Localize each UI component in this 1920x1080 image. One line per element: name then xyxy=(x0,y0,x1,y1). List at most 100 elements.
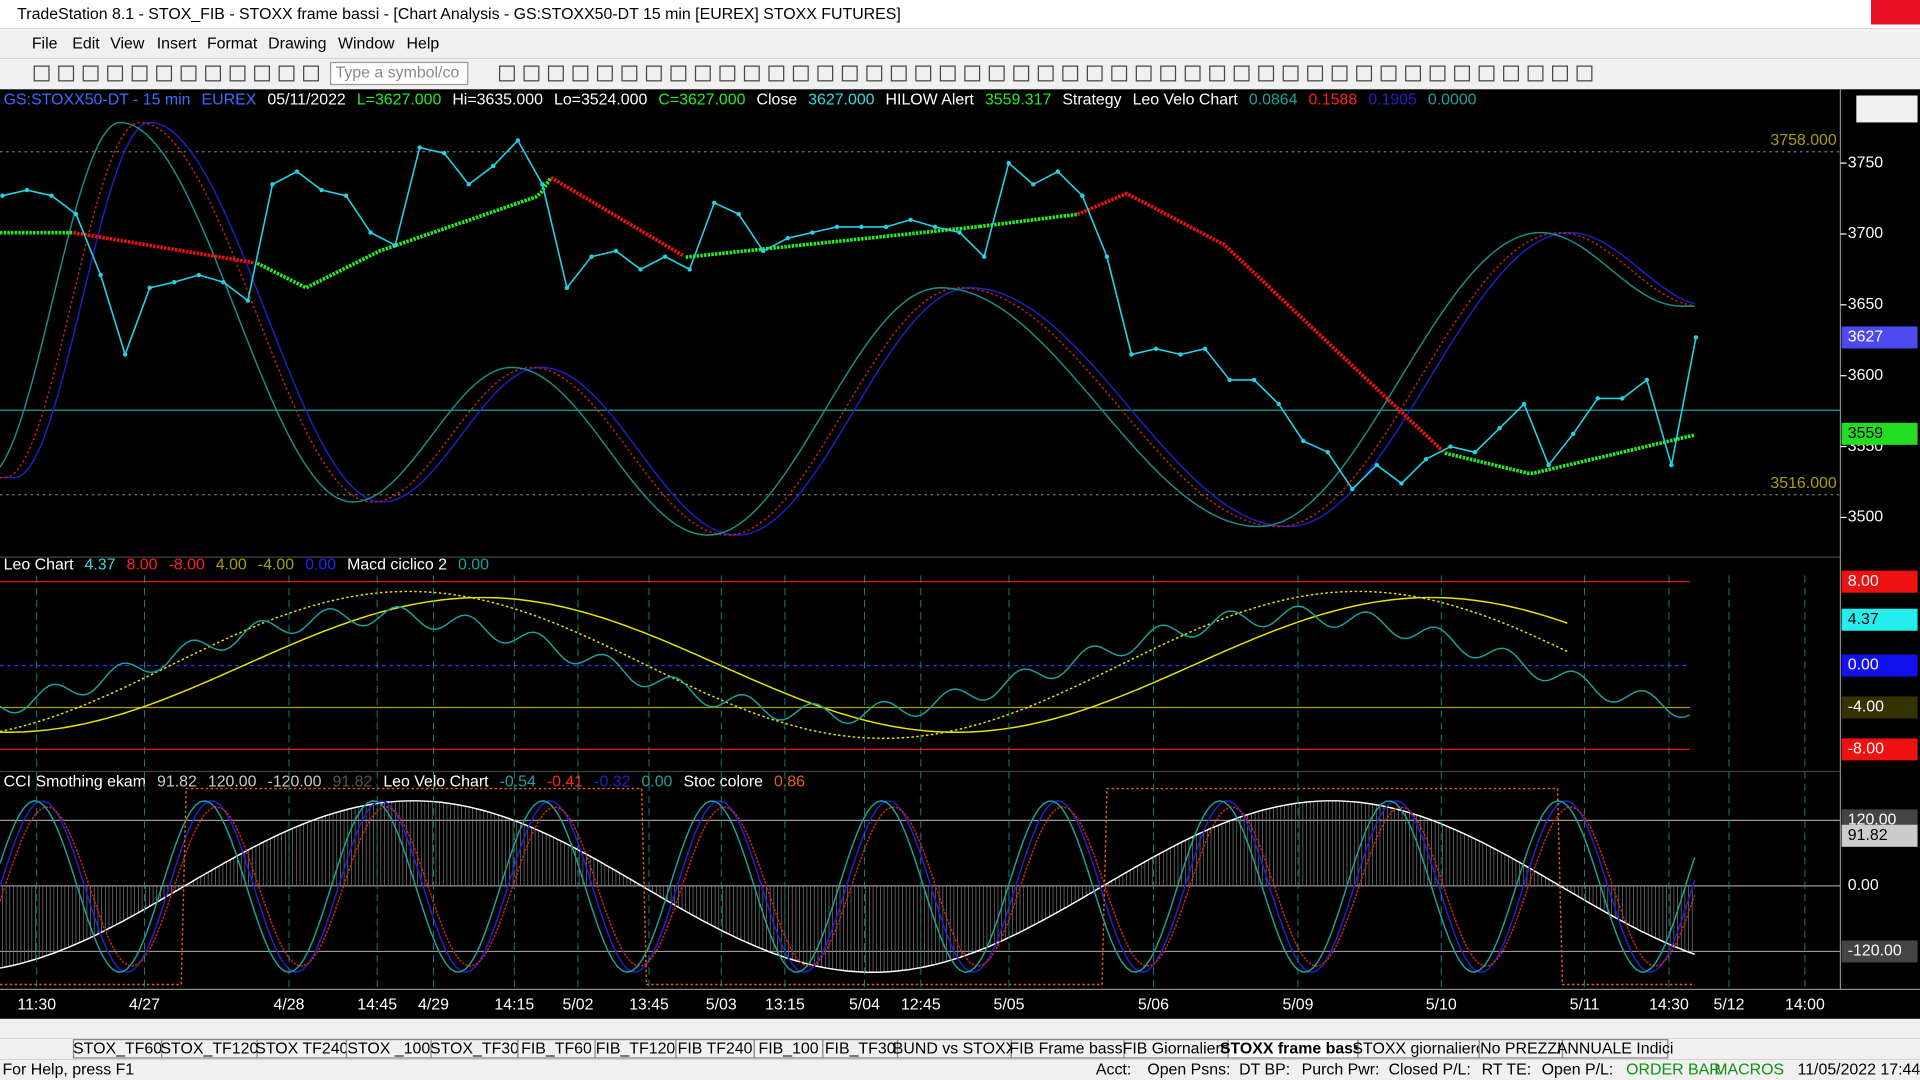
price-point xyxy=(343,193,349,198)
toolbar-icon[interactable] xyxy=(156,65,173,82)
price-point xyxy=(1546,462,1551,468)
toolbar-icon[interactable] xyxy=(621,65,638,82)
toolbar-icon[interactable] xyxy=(278,65,295,82)
price-point xyxy=(73,211,79,217)
menu-item[interactable]: Drawing xyxy=(268,35,326,52)
header-item: 0.1905 xyxy=(1368,92,1417,109)
toolbar-icon[interactable] xyxy=(1282,65,1299,82)
toolbar-icon[interactable] xyxy=(939,65,956,82)
toolbar-icon[interactable] xyxy=(694,65,711,82)
header-item: Leo Velo Chart xyxy=(1133,92,1239,109)
cycle-line xyxy=(0,121,1695,536)
price-point xyxy=(932,224,938,230)
tab[interactable] xyxy=(1561,1038,1669,1059)
price-point xyxy=(883,224,889,230)
toolbar-icon[interactable] xyxy=(1062,65,1079,82)
menu-item[interactable]: Window xyxy=(338,35,395,52)
toolbar-icon[interactable] xyxy=(1552,65,1568,82)
toolbar-icon[interactable] xyxy=(1331,65,1348,82)
status-macros[interactable]: MACROS xyxy=(1714,1061,1784,1078)
symbol-box[interactable] xyxy=(330,61,469,86)
toolbar-icon[interactable] xyxy=(1576,65,1593,82)
price-point xyxy=(417,145,422,150)
toolbar-icon[interactable] xyxy=(547,65,564,82)
toolbar-icon[interactable] xyxy=(1454,65,1470,82)
toolbar-icon[interactable] xyxy=(1478,65,1495,82)
price-point xyxy=(1570,431,1576,437)
tab-label: FIB Frame bassi xyxy=(1009,1041,1126,1058)
toolbar-icon[interactable] xyxy=(1209,65,1226,82)
toolbar-icon[interactable] xyxy=(1184,65,1201,82)
symbol-placeholder: Type a symbol/co xyxy=(336,65,460,82)
toolbar-icon[interactable] xyxy=(645,65,662,82)
toolbar-icon[interactable] xyxy=(1527,65,1544,82)
toolbar-icon[interactable] xyxy=(572,65,589,82)
menu-item[interactable]: Format xyxy=(207,35,258,52)
price-line xyxy=(2,139,1697,491)
tab-label: STOXX giornaliero xyxy=(1352,1041,1484,1058)
menu-item[interactable]: File xyxy=(32,35,58,52)
toolbar-icon[interactable] xyxy=(964,65,981,82)
toolbar-icon[interactable] xyxy=(817,65,834,82)
toolbar-icon[interactable] xyxy=(866,65,883,82)
toolbar-icon[interactable] xyxy=(1429,65,1446,82)
price-point xyxy=(1080,193,1085,198)
price-point xyxy=(1227,377,1232,383)
toolbar-icon[interactable] xyxy=(1013,65,1030,82)
x-tick-label: 5/02 xyxy=(562,997,593,1014)
status-order-bar[interactable]: ORDER BAR xyxy=(1626,1061,1721,1078)
toolbar-icon[interactable] xyxy=(82,65,99,82)
toolbar-icon[interactable] xyxy=(498,65,515,82)
toolbar-icon[interactable] xyxy=(1160,65,1177,82)
close-button[interactable] xyxy=(1871,0,1920,25)
toolbar-icon[interactable] xyxy=(523,65,540,82)
toolbar-icon[interactable] xyxy=(58,65,75,82)
toolbar xyxy=(0,58,1920,90)
toolbar-icon[interactable] xyxy=(1258,65,1275,82)
toolbar-icon[interactable] xyxy=(670,65,687,82)
toolbar-icon[interactable] xyxy=(205,65,222,82)
toolbar-icon[interactable] xyxy=(1111,65,1128,82)
menu-item[interactable]: Help xyxy=(407,35,440,52)
toolbar-icon[interactable] xyxy=(1086,65,1103,82)
toolbar-icon[interactable] xyxy=(1356,65,1373,82)
header-item: -8.00 xyxy=(169,557,205,574)
value-box xyxy=(1841,608,1918,631)
status-field: Closed P/L: xyxy=(1389,1061,1471,1078)
toolbar-icon[interactable] xyxy=(596,65,613,82)
menu-item[interactable]: Insert xyxy=(157,35,197,52)
toolbar-icon[interactable] xyxy=(180,65,197,82)
value-box-label: -120.00 xyxy=(1848,943,1902,960)
toolbar-icon[interactable] xyxy=(1037,65,1054,82)
x-tick-label: 5/06 xyxy=(1138,997,1169,1014)
toolbar-icon[interactable] xyxy=(1307,65,1324,82)
toolbar-icon[interactable] xyxy=(107,65,124,82)
toolbar-icon[interactable] xyxy=(303,65,319,82)
toolbar-icon[interactable] xyxy=(841,65,858,82)
chart-controls[interactable] xyxy=(1856,95,1918,123)
toolbar-icon[interactable] xyxy=(131,65,148,82)
menu-item[interactable]: View xyxy=(110,35,145,52)
toolbar-icon[interactable] xyxy=(768,65,785,82)
toolbar-icon[interactable] xyxy=(1135,65,1152,82)
toolbar-icon[interactable] xyxy=(1380,65,1397,82)
tab-label: STOX TF240 xyxy=(255,1041,348,1058)
menu-item[interactable]: Edit xyxy=(72,35,100,52)
toolbar-icon[interactable] xyxy=(988,65,1005,82)
toolbar-icon[interactable] xyxy=(229,65,246,82)
price-point xyxy=(1350,486,1355,492)
scroll-bar[interactable] xyxy=(0,1018,1920,1039)
toolbar-icon[interactable] xyxy=(1405,65,1422,82)
toolbar-icon[interactable] xyxy=(890,65,907,82)
toolbar-icon[interactable] xyxy=(254,65,270,82)
toolbar-icon[interactable] xyxy=(33,65,50,82)
toolbar-icon[interactable] xyxy=(719,65,736,82)
header-item: Stoc colore xyxy=(683,774,763,791)
toolbar-icon[interactable] xyxy=(915,65,932,82)
toolbar-icon[interactable] xyxy=(792,65,809,82)
status-field: RT TE: xyxy=(1482,1061,1532,1078)
toolbar-icon[interactable] xyxy=(1503,65,1519,82)
toolbar-icon[interactable] xyxy=(1233,65,1250,82)
toolbar-icon[interactable] xyxy=(743,65,760,82)
